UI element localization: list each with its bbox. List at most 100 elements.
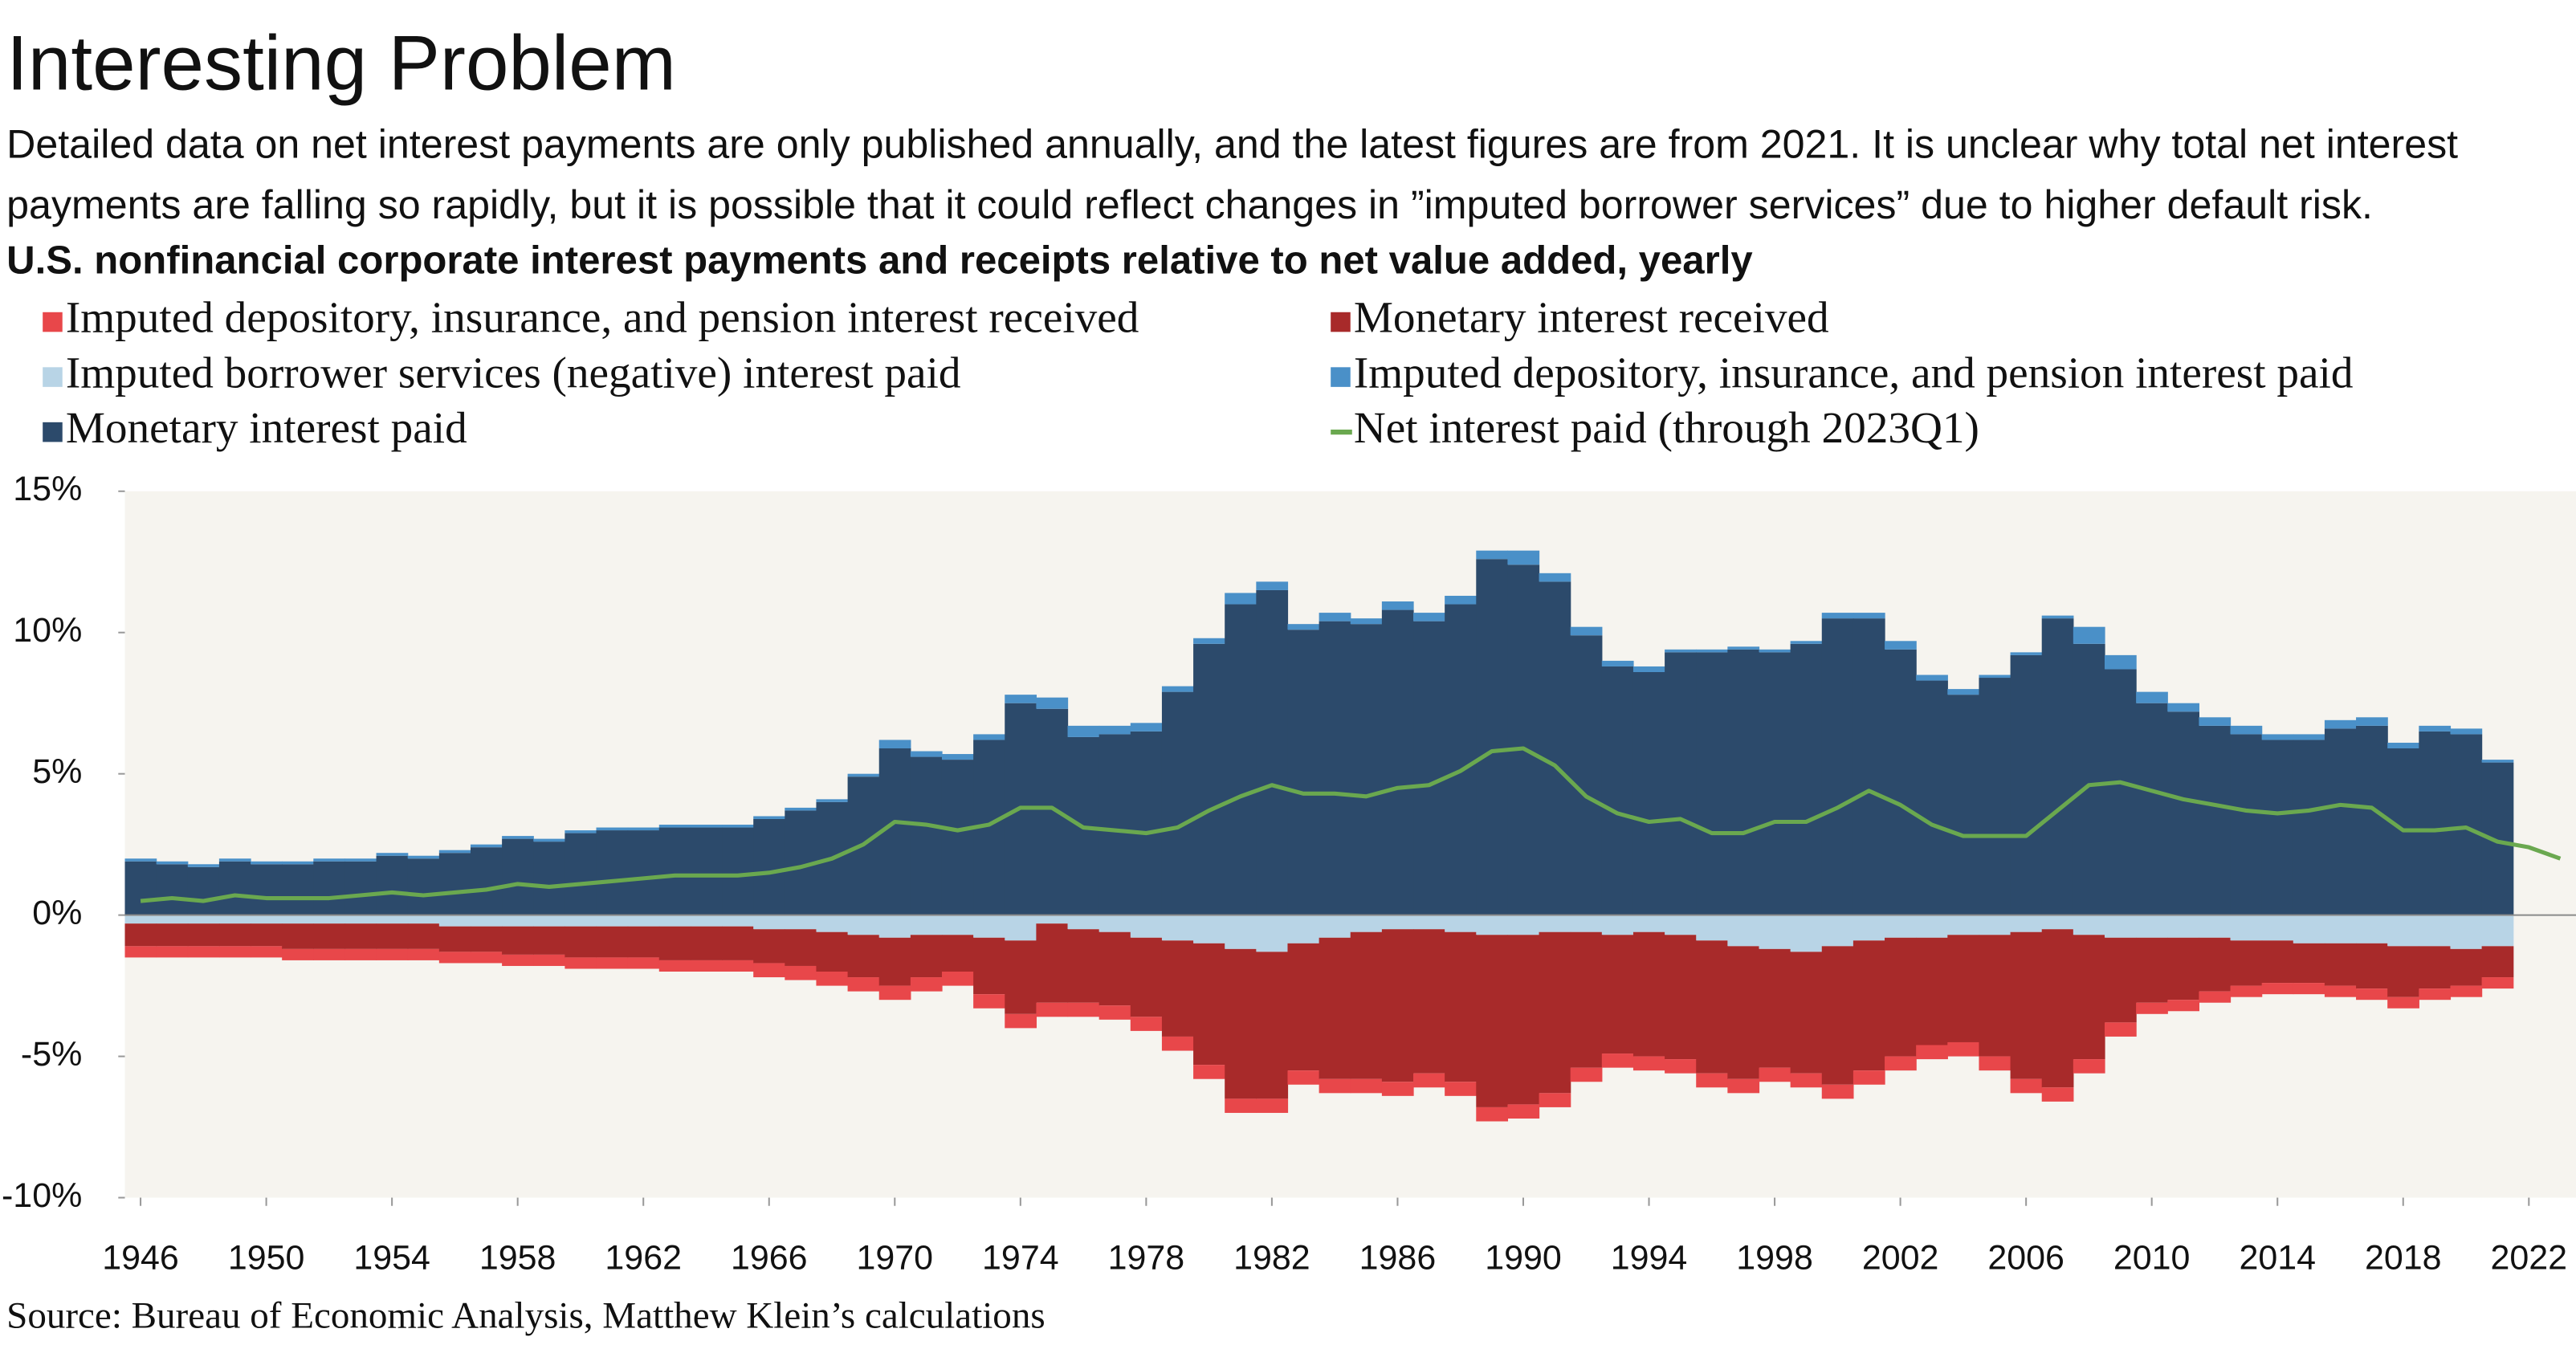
bar-segment [2293,915,2325,943]
bar-segment [565,957,597,969]
bar-segment [2419,988,2452,1001]
bar-segment [1476,915,1509,935]
bar-segment [1225,915,1257,949]
bar-segment [2324,719,2357,729]
bar-segment [785,929,817,966]
bar-segment [1098,734,1131,915]
bar-segment [1130,937,1163,1017]
bar-segment [690,827,723,915]
bar-segment [565,926,597,958]
bar-segment [1098,915,1131,932]
bar-segment [1098,931,1131,1006]
bar-segment [2230,985,2263,997]
bar-segment [1476,935,1509,1107]
bar-segment [658,825,691,828]
bar-segment [1821,1084,1854,1099]
bar-segment [941,972,974,986]
bar-segment [2230,725,2263,735]
bar-segment [1727,915,1760,947]
bar-segment [973,915,1005,938]
bar-segment [2387,742,2419,749]
bar-segment [1287,624,1320,630]
bar-segment [2261,940,2294,984]
bar-segment [251,864,283,915]
bar-segment [1696,915,1728,941]
bar-segment [910,977,943,992]
bar-segment [1413,1073,1445,1088]
bar-segment [1539,1093,1571,1107]
bar-segment [1759,652,1791,915]
bar-segment [847,977,880,992]
bar-segment [470,926,503,952]
bar-segment [2104,654,2137,670]
bar-segment [627,915,660,927]
bar-segment [1632,915,1665,932]
bar-segment [2356,915,2388,943]
bar-segment [1853,1070,1885,1085]
bar-segment [1790,952,1823,1074]
bar-segment [1445,931,1477,1082]
bar-segment [2481,915,2514,947]
y-tick-label: 15% [13,470,82,508]
subtitle: U.S. nonfinancial corporate interest pay… [6,238,1753,282]
bar-segment [1067,929,1100,1003]
bar-segment [1319,937,1351,1079]
bar-segment [753,929,785,964]
bar-segment [2356,988,2388,1001]
bar-segment [2010,654,2043,915]
title: Interesting Problem [6,20,676,106]
bar-segment [1665,649,1697,653]
bar-segment [1885,649,1917,915]
bar-segment [1790,1073,1823,1088]
x-tick-label: 1998 [1736,1239,1813,1278]
bar-segment [1476,559,1509,915]
bar-segment [1696,652,1728,915]
bar-segment [1319,1078,1351,1094]
bar-segment [1130,731,1163,915]
x-tick-label: 1966 [731,1239,808,1278]
bar-segment [438,926,471,952]
bar-segment [1885,641,1917,650]
bar-segment [2167,703,2199,712]
bar-segment [1350,624,1383,915]
bar-segment [2293,983,2325,995]
bar-segment [1727,649,1760,915]
legend-swatch [43,367,63,387]
bar-segment [1036,1002,1069,1017]
bar-segment [2387,996,2419,1009]
bar-segment [2010,931,2043,1079]
bar-segment [1445,595,1477,605]
bar-segment [1947,689,1980,695]
bar-segment [1193,943,1225,1066]
bar-segment [910,935,943,978]
bar-segment [2073,915,2105,935]
bar-segment [596,957,629,969]
bar-segment [1759,649,1791,653]
bar-segment [1350,618,1383,625]
bar-segment [1979,674,2011,679]
bar-segment [502,954,534,966]
bar-segment [753,963,785,978]
bar-segment [2293,734,2325,740]
bar-segment [1507,564,1540,915]
bar-segment [1601,935,1634,1054]
bar-segment [2041,1087,2074,1102]
bar-segment [1287,630,1320,915]
bar-segment [722,960,754,972]
bar-segment [156,864,189,915]
bar-segment [2450,948,2483,986]
bar-segment [1130,1017,1163,1031]
bar-segment [1601,666,1634,915]
bar-segment [2230,734,2263,915]
bar-segment [722,915,754,927]
bar-segment [1413,621,1445,915]
bar-segment [2419,725,2452,732]
bar-segment [1821,946,1854,1085]
bar-segment [2324,985,2357,997]
bar-segment [1947,695,1980,915]
bar-segment [1005,915,1037,941]
bar-segment [1539,573,1571,582]
bar-segment [2041,929,2074,1088]
bar-segment [1098,1005,1131,1020]
bar-segment [376,923,409,949]
